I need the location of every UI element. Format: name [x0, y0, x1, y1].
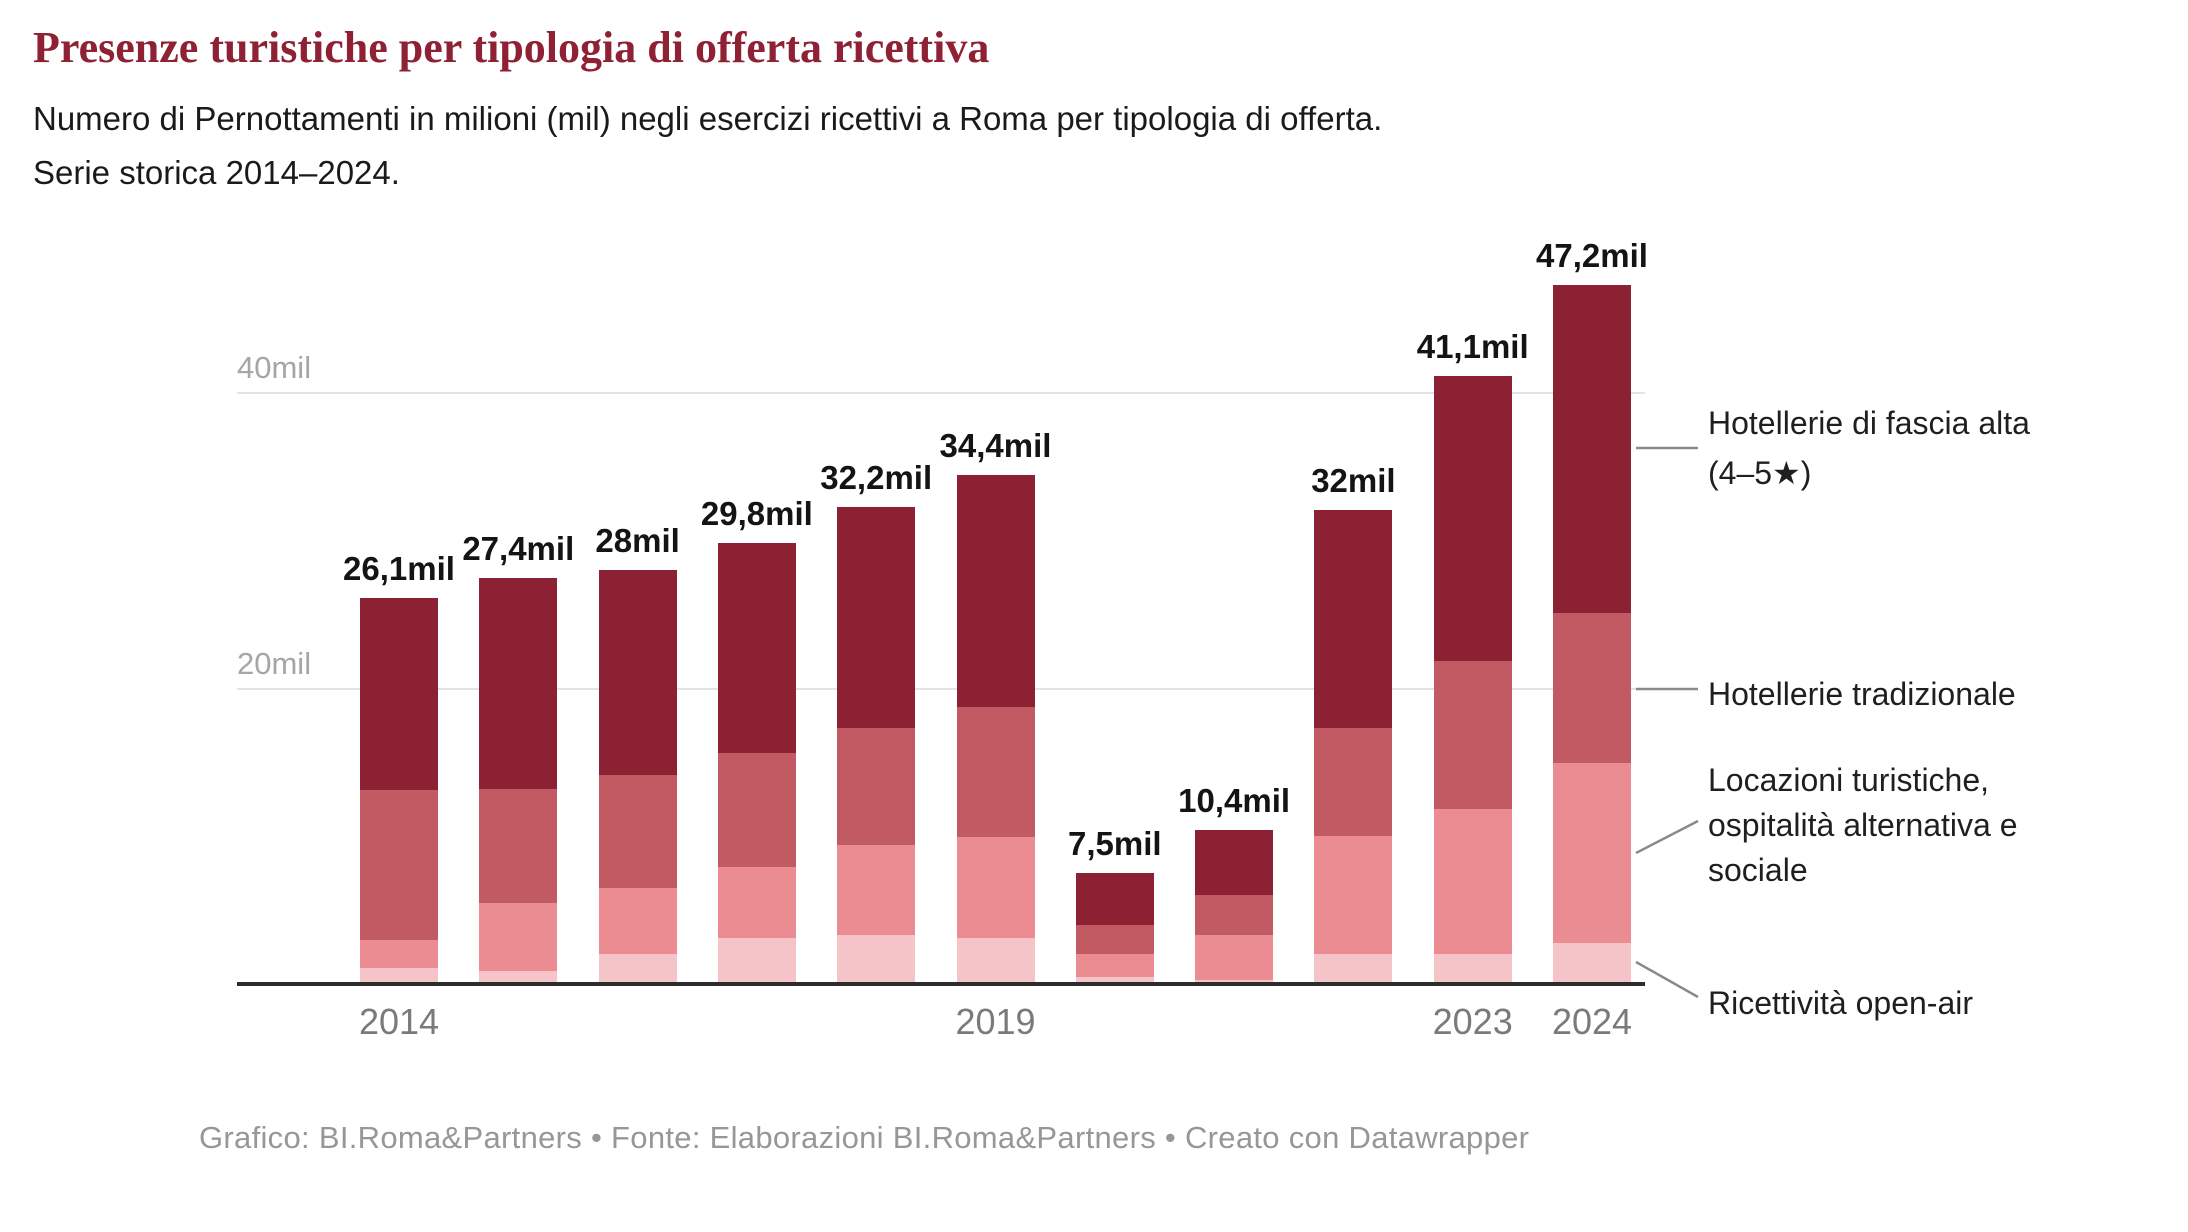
bar-2019-open_air[interactable]	[956, 938, 1035, 984]
bar-2021-locazioni[interactable]	[1195, 935, 1274, 980]
legend-label-line: Ricettività open-air	[1708, 985, 1973, 1021]
legend-label-line: sociale	[1708, 852, 1808, 888]
x-axis-tick-label-2024: 2024	[1551, 1001, 1633, 1042]
y-axis-tick-label: 20mil	[237, 646, 312, 681]
bar-2017-fascia_alta[interactable]	[717, 542, 796, 754]
legend-label-line: Locazioni turistiche,	[1708, 762, 1990, 798]
bar-2014-open_air[interactable]	[360, 967, 438, 984]
legend-item-tradizionale: Hotellerie tradizionale	[1708, 672, 2168, 717]
bar-2018-locazioni[interactable]	[837, 844, 916, 936]
connector-open-air	[1635, 960, 1699, 999]
bar-value-label: 47,2mil	[1536, 237, 1648, 275]
legend-label-line: ospitalità alternativa e	[1708, 807, 2018, 843]
bar-2015-fascia_alta[interactable]	[479, 578, 558, 789]
legend-item-locazioni: Locazioni turistiche, ospitalità alternat…	[1708, 758, 2168, 893]
legend-label-line: (4–5★)	[1708, 455, 1812, 491]
bar-2016-fascia_alta[interactable]	[598, 569, 677, 776]
bar-2020-locazioni[interactable]	[1075, 954, 1154, 977]
bar-value-label: 10,4mil	[1178, 782, 1291, 820]
page-title: Presenze turistiche per tipologia di off…	[33, 23, 990, 72]
bar-2024-tradizionale[interactable]	[1553, 612, 1631, 764]
bar-2020-open_air[interactable]	[1075, 976, 1154, 984]
bar-2018-tradizionale[interactable]	[837, 727, 916, 845]
bar-2018-fascia_alta[interactable]	[837, 507, 916, 728]
bar-value-label: 26,1mil	[343, 549, 455, 587]
legend-item-open_air: Ricettività open-air	[1708, 981, 2168, 1026]
bar-value-label: 32,2mil	[820, 459, 933, 497]
chart-subtitle-line2: Serie storica 2014–2024.	[33, 154, 400, 191]
bar-2014-locazioni[interactable]	[360, 939, 438, 968]
bar-2022-fascia_alta[interactable]	[1314, 510, 1393, 728]
bar-2024-fascia_alta[interactable]	[1553, 285, 1631, 613]
legend-label-line: Hotellerie tradizionale	[1708, 676, 2016, 712]
bar-value-label: 41,1mil	[1416, 327, 1529, 365]
bar-2020-tradizionale[interactable]	[1075, 924, 1154, 955]
bar-2021-open_air[interactable]	[1195, 979, 1274, 984]
bar-2014-tradizionale[interactable]	[360, 790, 438, 940]
bar-2023-locazioni[interactable]	[1433, 809, 1512, 955]
bar-2015-locazioni[interactable]	[479, 902, 558, 971]
bar-2024-locazioni[interactable]	[1553, 763, 1631, 943]
bar-2022-open_air[interactable]	[1314, 954, 1393, 984]
bar-2023-open_air[interactable]	[1433, 954, 1512, 984]
bar-2017-tradizionale[interactable]	[717, 753, 796, 868]
bar-2021-fascia_alta[interactable]	[1195, 830, 1274, 896]
bar-2022-tradizionale[interactable]	[1314, 727, 1393, 836]
bar-2016-open_air[interactable]	[598, 954, 677, 984]
x-axis-line	[237, 982, 1645, 986]
bar-2023-fascia_alta[interactable]	[1433, 375, 1512, 662]
bar-2022-locazioni[interactable]	[1314, 836, 1393, 955]
bar-value-label: 32mil	[1311, 462, 1396, 500]
bar-2019-locazioni[interactable]	[956, 837, 1035, 939]
bar-value-label: 29,8mil	[700, 494, 813, 532]
chart-subtitle-line1: Numero di Pernottamenti in milioni (mil)…	[33, 100, 1383, 137]
bar-2015-tradizionale[interactable]	[479, 788, 558, 903]
bar-2021-tradizionale[interactable]	[1195, 895, 1274, 936]
bar-2017-open_air[interactable]	[717, 938, 796, 984]
x-axis-tick-label-2023: 2023	[1432, 1001, 1513, 1042]
x-axis-tick-label-2014: 2014	[358, 1001, 440, 1042]
y-axis-tick-label: 40mil	[237, 350, 312, 385]
bar-value-label: 27,4mil	[462, 530, 575, 568]
bar-2020-fascia_alta[interactable]	[1075, 873, 1154, 925]
bar-2016-tradizionale[interactable]	[598, 775, 677, 888]
bar-value-label: 28mil	[595, 521, 680, 559]
x-axis-tick-label-2019: 2019	[955, 1001, 1036, 1042]
y-gridline-20mil	[237, 688, 1645, 690]
bar-2014-fascia_alta[interactable]	[360, 597, 438, 791]
bar-2019-fascia_alta[interactable]	[956, 474, 1035, 708]
bar-2019-tradizionale[interactable]	[956, 707, 1035, 838]
chart-footer-attribution: Grafico: BI.Roma&Partners • Fonte: Elabo…	[199, 1120, 1530, 1155]
bar-2017-locazioni[interactable]	[717, 867, 796, 939]
bar-value-label: 34,4mil	[939, 426, 1052, 464]
bar-2024-open_air[interactable]	[1553, 942, 1631, 984]
connector-locazioni	[1635, 819, 1699, 855]
bar-2015-open_air[interactable]	[479, 970, 558, 984]
legend-item-fascia_alta: Hotellerie di fascia alta (4–5★)	[1708, 398, 2168, 498]
bar-value-label: 7,5mil	[1068, 825, 1162, 862]
y-gridline-40mil	[237, 392, 1645, 394]
bar-2018-open_air[interactable]	[837, 935, 916, 984]
legend-label-line: Hotellerie di fascia alta	[1708, 405, 2030, 441]
bar-2023-tradizionale[interactable]	[1433, 661, 1512, 810]
bar-2016-locazioni[interactable]	[598, 887, 677, 955]
